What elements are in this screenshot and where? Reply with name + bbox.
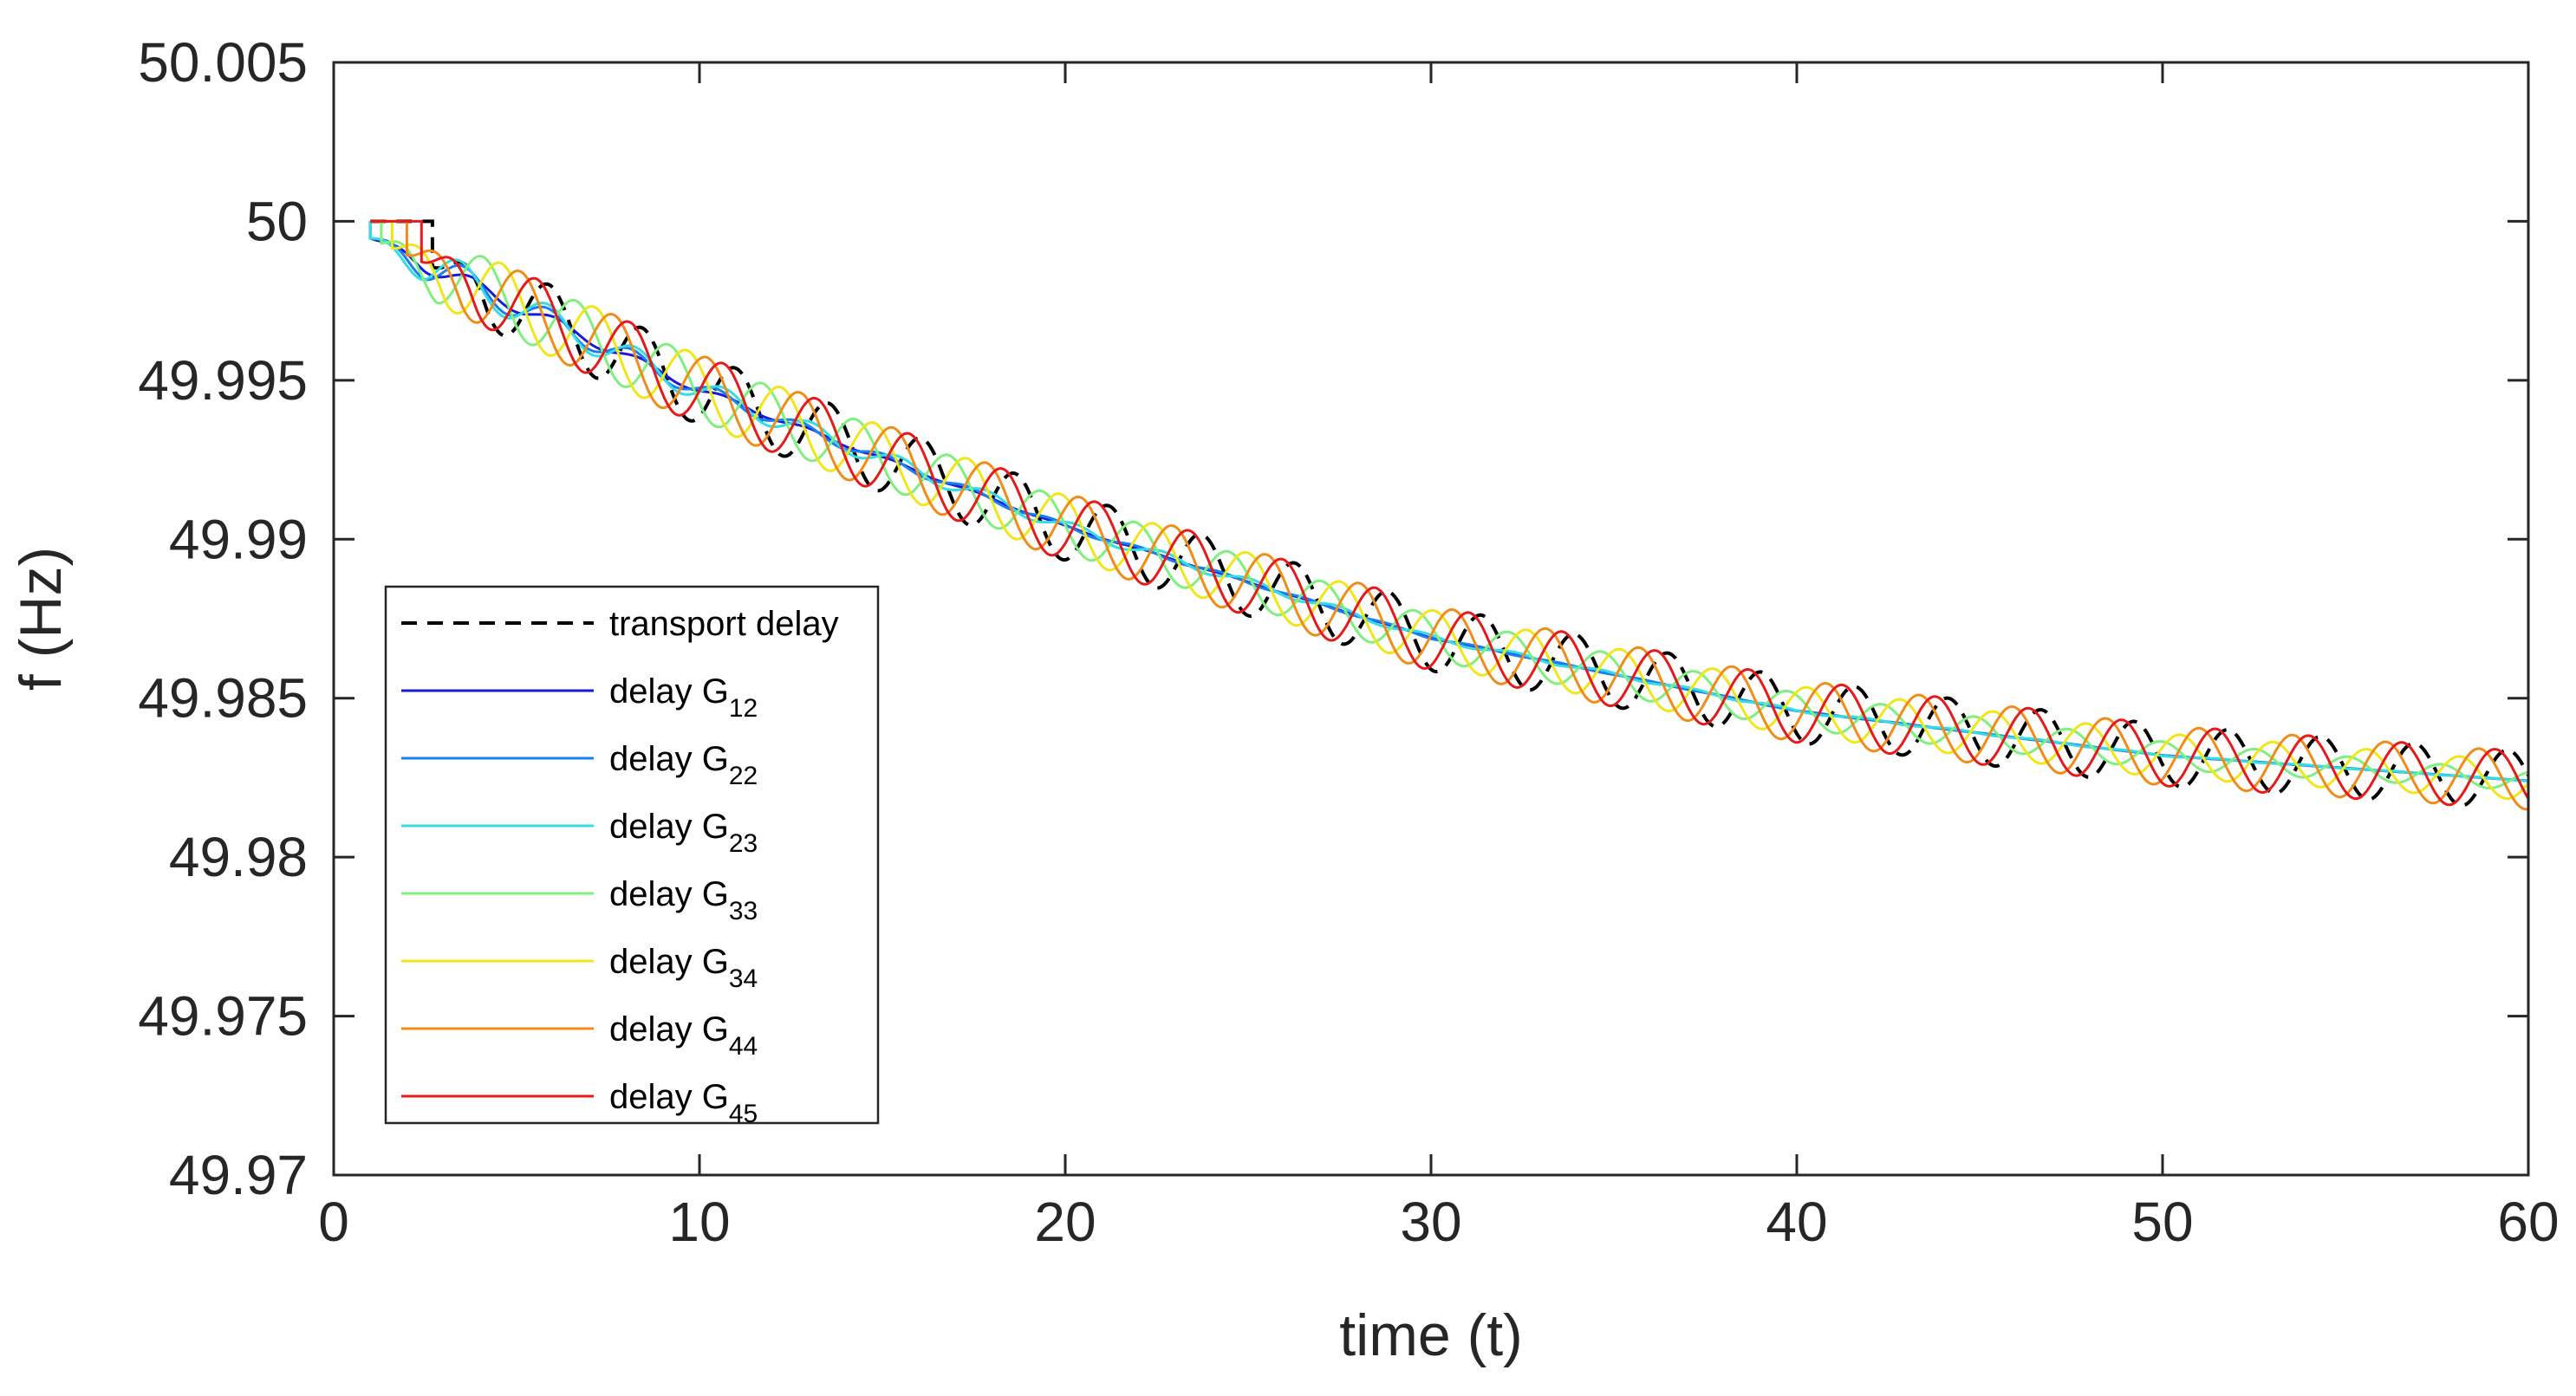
- series-line: [370, 219, 2530, 801]
- x-axis-label: time (t): [1339, 1302, 1523, 1368]
- y-tick-label: 50.005: [138, 31, 308, 94]
- y-tick-label: 49.97: [169, 1144, 308, 1206]
- series-line: [370, 219, 2529, 811]
- x-tick-label: 60: [2497, 1191, 2559, 1253]
- x-tick-label: 30: [1400, 1191, 1461, 1253]
- y-tick-label: 49.985: [138, 667, 308, 730]
- y-tick-label: 50: [246, 190, 308, 252]
- x-tick-label: 0: [318, 1191, 349, 1253]
- y-axis-label: f (Hz): [8, 547, 74, 691]
- legend-subscript: 22: [729, 762, 758, 790]
- legend-label: transport delay: [609, 605, 839, 643]
- legend-subscript: 44: [729, 1032, 758, 1061]
- legend-subscript: 23: [729, 829, 758, 858]
- series-line: [370, 219, 2530, 808]
- labels-layer: 0 10 20 30 40 50 60 49.97 49.975 49.98 49.985 49.99…: [138, 31, 2559, 1253]
- x-tick-label: 40: [1766, 1191, 1827, 1253]
- x-tick-label: 50: [2131, 1191, 2193, 1253]
- y-tick-label: 49.975: [138, 985, 308, 1048]
- x-tick-label: 10: [668, 1191, 730, 1253]
- legend-box: [384, 585, 880, 1125]
- ticks-layer: [332, 61, 2530, 1177]
- legend-subscript: 34: [729, 964, 758, 993]
- legend-subscript: 45: [729, 1100, 758, 1128]
- series-layer: [368, 219, 2530, 811]
- legend-subscript: 33: [729, 897, 758, 925]
- x-tick-label: 20: [1034, 1191, 1096, 1253]
- y-tick-label: 49.995: [138, 349, 308, 412]
- y-tick-label: 49.99: [169, 508, 308, 570]
- series-line: [370, 219, 2530, 807]
- series-line: [368, 221, 2529, 782]
- series-line: [370, 219, 2529, 790]
- y-tick-label: 49.98: [169, 826, 308, 888]
- legend-subscript: 12: [729, 694, 758, 723]
